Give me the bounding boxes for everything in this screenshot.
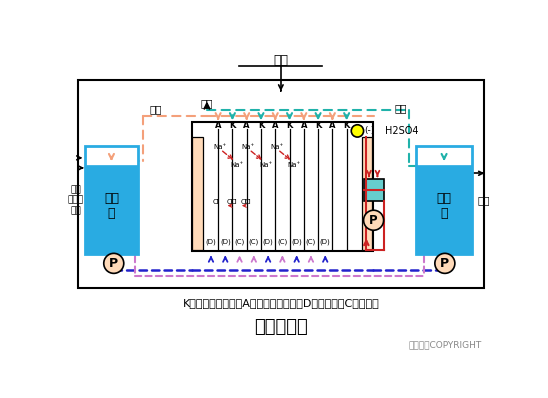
Circle shape <box>435 254 455 273</box>
Bar <box>85 165 138 254</box>
Text: K: K <box>344 121 350 130</box>
Text: A: A <box>215 121 221 130</box>
Text: (D): (D) <box>262 238 273 245</box>
Bar <box>78 80 484 288</box>
Text: Na⁺: Na⁺ <box>213 144 226 150</box>
Text: Cl: Cl <box>227 199 233 205</box>
Text: (C): (C) <box>235 238 244 245</box>
Text: P: P <box>369 214 378 227</box>
Text: (D): (D) <box>320 238 330 245</box>
Text: K: K <box>229 121 236 130</box>
Text: Cl: Cl <box>231 199 237 205</box>
Text: 浓水
池: 浓水 池 <box>437 192 452 220</box>
Text: Na⁺: Na⁺ <box>270 144 283 150</box>
Text: (C): (C) <box>277 238 288 245</box>
Text: 东方仿真COPYRIGHT: 东方仿真COPYRIGHT <box>409 341 482 349</box>
Text: Na⁺: Na⁺ <box>242 144 255 150</box>
Text: 淡水: 淡水 <box>150 104 162 114</box>
Text: K－阳离子交换膜；A－阴离子交换膜；D－淡水室；C－浓水室: K－阳离子交换膜；A－阴离子交换膜；D－淡水室；C－浓水室 <box>182 298 379 308</box>
Text: K: K <box>287 121 293 130</box>
Bar <box>363 179 384 201</box>
Text: P: P <box>440 257 449 270</box>
Bar <box>192 137 203 250</box>
Text: (C): (C) <box>306 238 316 245</box>
Text: (C): (C) <box>249 238 259 245</box>
Text: (D): (D) <box>220 238 231 245</box>
Text: A: A <box>243 121 250 130</box>
Circle shape <box>351 125 363 137</box>
Text: 浓水: 浓水 <box>395 103 407 113</box>
Text: A: A <box>300 121 307 130</box>
Bar <box>416 146 472 254</box>
Text: 电渗析装置: 电渗析装置 <box>254 318 308 336</box>
Text: (D): (D) <box>292 238 302 245</box>
Text: 排出: 排出 <box>201 98 213 108</box>
Text: (D): (D) <box>206 238 216 245</box>
Text: H2SO4: H2SO4 <box>385 126 419 136</box>
Text: Cl: Cl <box>245 199 252 205</box>
Bar <box>192 122 373 251</box>
Text: (-): (-) <box>364 127 375 135</box>
Text: 淡水
（生产
水）: 淡水 （生产 水） <box>68 185 84 215</box>
Text: 浓水: 浓水 <box>478 195 490 205</box>
Text: 淡水
池: 淡水 池 <box>104 192 119 220</box>
Text: A: A <box>329 121 335 130</box>
Text: Cl: Cl <box>213 199 219 205</box>
Bar <box>362 137 373 250</box>
Circle shape <box>363 210 384 230</box>
Bar <box>416 165 472 254</box>
Text: Na⁺: Na⁺ <box>230 162 244 168</box>
Circle shape <box>104 254 124 273</box>
Text: Na⁺: Na⁺ <box>259 162 272 168</box>
Text: Na⁺: Na⁺ <box>288 162 301 168</box>
Text: K: K <box>315 121 321 130</box>
Text: K: K <box>258 121 264 130</box>
Text: A: A <box>272 121 278 130</box>
Text: Cl: Cl <box>241 199 248 205</box>
Text: P: P <box>109 257 118 270</box>
Text: 原水: 原水 <box>273 54 288 66</box>
Bar <box>85 146 138 254</box>
